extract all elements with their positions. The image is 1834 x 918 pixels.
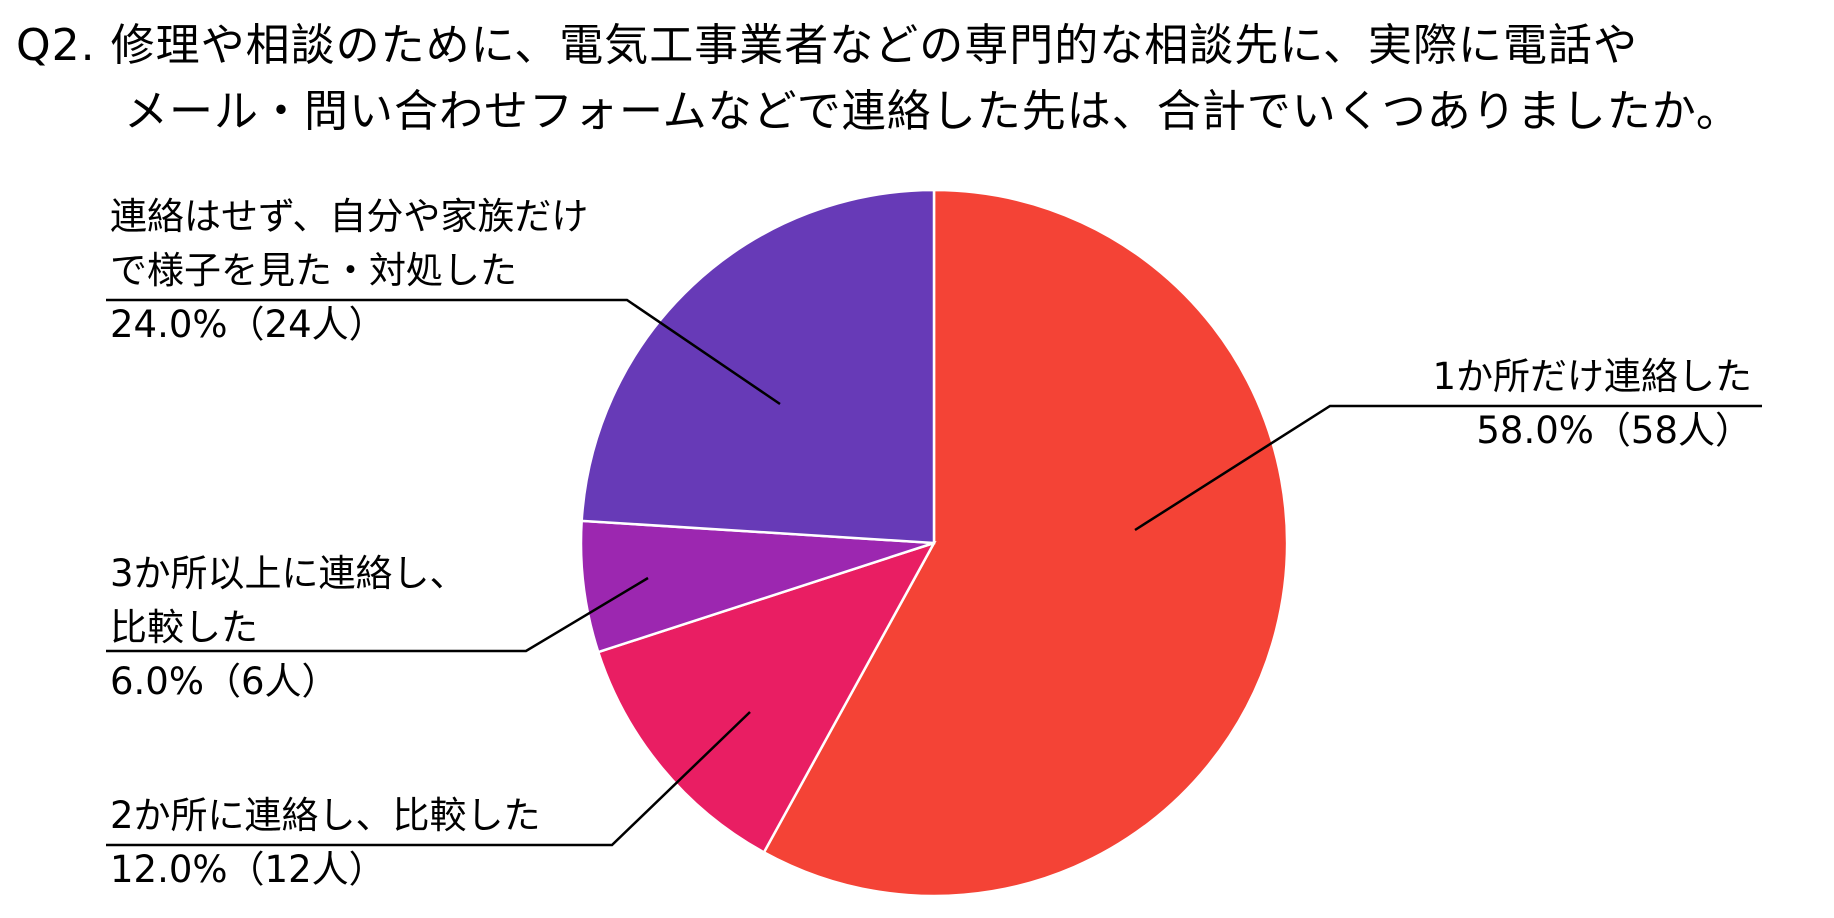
pie-slice — [762, 188, 1289, 898]
slice-label-name: 1か所だけ連絡した — [1432, 355, 1752, 398]
chart-title-line1: Q2. 修理や相談のために、電気工事業者などの専門的な相談先に、実際に電話や — [16, 20, 1638, 71]
slice-label-value: 6.0%（6人） — [110, 660, 339, 703]
leader-line — [106, 298, 781, 406]
slice-label-3plus-locations: 3か所以上に連絡し、 比較した 6.0%（6人） — [110, 547, 467, 709]
slice-label-2-locations: 2か所に連絡し、比較した 12.0%（12人） — [110, 789, 541, 897]
slice-label-no-contact: 連絡はせず、自分や家族だけ で様子を見た・対処した 24.0%（24人） — [110, 190, 588, 352]
slice-label-name: 3か所以上に連絡し、 — [110, 552, 467, 595]
leader-line — [106, 576, 649, 653]
slice-label-value: 24.0%（24人） — [110, 303, 386, 346]
leader-line — [1134, 404, 1762, 532]
pie-slice — [580, 188, 936, 545]
chart-title-line2: メール・問い合わせフォームなどで連絡した先は、合計でいくつありましたか。 — [124, 86, 1741, 137]
pie-slice — [596, 540, 937, 855]
slice-label-value: 58.0%（58人） — [1476, 409, 1752, 452]
leader-line — [106, 711, 751, 847]
slice-label-name-cont: 比較した — [110, 606, 258, 649]
slice-label-1-location: 1か所だけ連絡した 58.0%（58人） — [1432, 350, 1752, 458]
slice-label-name: 2か所に連絡し、比較した — [110, 794, 541, 837]
slice-label-value: 12.0%（12人） — [110, 848, 386, 891]
slice-label-name: 連絡はせず、自分や家族だけ — [110, 195, 589, 238]
slice-label-name-cont: で様子を見た・対処した — [110, 249, 517, 292]
pie-slice — [579, 519, 935, 654]
